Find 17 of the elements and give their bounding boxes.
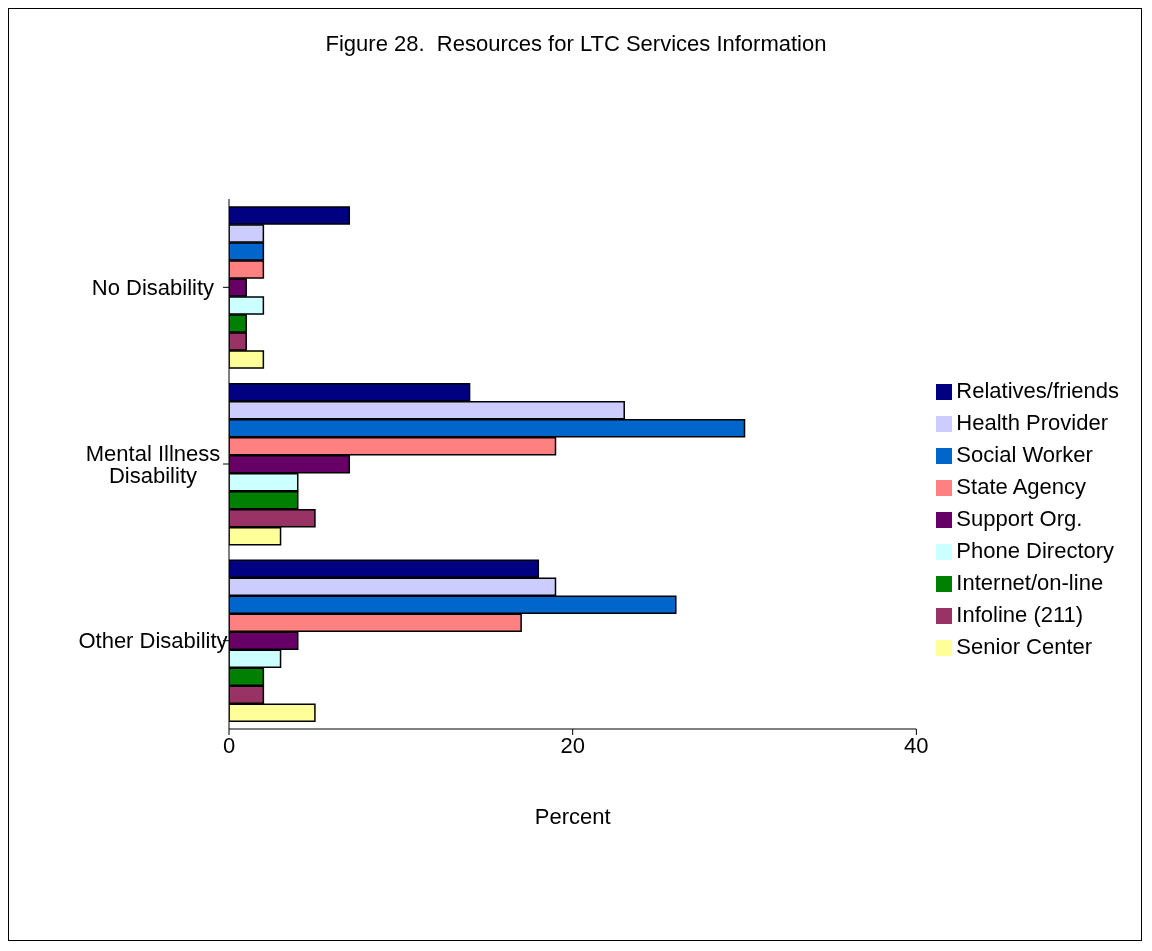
x-tick-label: 20: [560, 732, 585, 758]
legend-label: Support Org.: [956, 506, 1083, 531]
y-tick-label: Mental Illness Disability: [85, 440, 221, 488]
legend-label: Internet/on-line: [956, 570, 1104, 595]
legend-label: Infoline (211): [956, 602, 1084, 627]
legend-label: State Agency: [956, 474, 1087, 499]
legend-label: Social Worker: [956, 442, 1093, 467]
legend-label: Health Provider: [956, 410, 1108, 435]
x-tick-label: 40: [904, 732, 929, 758]
legend-label: Senior Center: [956, 634, 1093, 659]
y-tick-label: No Disability: [91, 275, 215, 301]
y-tick-label: Other Disability: [78, 628, 228, 654]
x-axis-title: Percent: [534, 804, 611, 829]
legend-label: Relatives/friends: [956, 378, 1119, 403]
x-tick-label: 0: [222, 732, 236, 758]
chart-title: Figure 28. Resources for LTC Services Information: [324, 31, 828, 57]
legend-label: Phone Directory: [956, 538, 1115, 563]
